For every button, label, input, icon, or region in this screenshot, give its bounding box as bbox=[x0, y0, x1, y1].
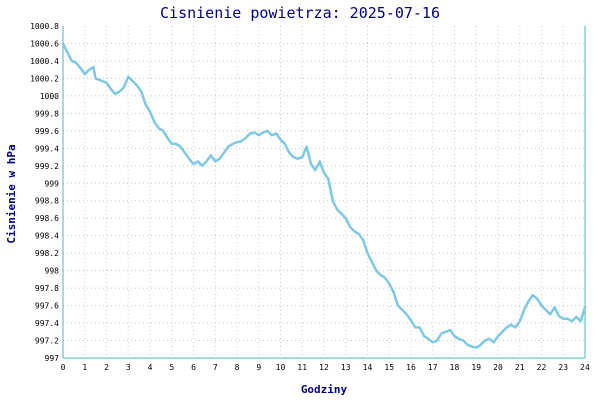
y-tick-label: 1000 bbox=[40, 92, 59, 101]
y-tick-label: 998 bbox=[45, 267, 60, 276]
x-tick-label: 19 bbox=[471, 363, 481, 372]
y-tick-label: 1000.2 bbox=[30, 74, 59, 83]
y-tick-label: 997.2 bbox=[35, 337, 59, 346]
x-tick-label: 1 bbox=[82, 363, 87, 372]
y-tick-label: 998.4 bbox=[35, 232, 59, 241]
x-tick-labels: 0 1 2 3 4 5 6 7 8 9 10 11 12 13 14 15 16 17 18 19 20 21 22 23 24 bbox=[61, 363, 590, 372]
y-tick-label: 999.6 bbox=[35, 127, 59, 136]
y-tick-label: 1000.8 bbox=[30, 22, 59, 31]
x-tick-label: 6 bbox=[191, 363, 196, 372]
y-tick-label: 998.6 bbox=[35, 214, 59, 223]
grid bbox=[63, 26, 585, 358]
x-tick-label: 16 bbox=[406, 363, 416, 372]
x-tick-label: 11 bbox=[297, 363, 307, 372]
y-tick-label: 999 bbox=[45, 179, 60, 188]
y-tick-label: 998.8 bbox=[35, 197, 59, 206]
x-tick-label: 14 bbox=[363, 363, 373, 372]
axes bbox=[62, 26, 586, 359]
y-tick-labels: 997 997.2 997.4 997.6 997.8 998 998.2 998.4 998.… bbox=[30, 22, 59, 363]
y-tick-label: 997 bbox=[45, 354, 60, 363]
x-tick-label: 9 bbox=[256, 363, 261, 372]
y-tick-label: 999.2 bbox=[35, 162, 59, 171]
x-tick-label: 21 bbox=[515, 363, 525, 372]
chart-title: Cisnienie powietrza: 2025-07-16 bbox=[160, 4, 440, 22]
y-tick-label: 999.4 bbox=[35, 144, 59, 153]
x-tick-label: 2 bbox=[104, 363, 109, 372]
x-tick-label: 3 bbox=[126, 363, 131, 372]
x-tick-label: 4 bbox=[148, 363, 153, 372]
x-tick-label: 17 bbox=[428, 363, 438, 372]
y-tick-label: 1000.4 bbox=[30, 57, 59, 66]
y-tick-label: 997.8 bbox=[35, 284, 59, 293]
pressure-series-line bbox=[61, 42, 587, 349]
x-tick-label: 8 bbox=[235, 363, 240, 372]
x-axis-label: Godziny bbox=[301, 383, 348, 396]
x-tick-label: 24 bbox=[580, 363, 590, 372]
y-axis-label: Cisnienie w hPa bbox=[5, 144, 18, 243]
x-tick-label: 7 bbox=[213, 363, 218, 372]
x-tick-label: 20 bbox=[493, 363, 503, 372]
y-tick-label: 1000.6 bbox=[30, 39, 59, 48]
y-tick-label: 997.4 bbox=[35, 319, 59, 328]
y-tick-label: 999.8 bbox=[35, 109, 59, 118]
x-tick-label: 5 bbox=[169, 363, 174, 372]
x-tick-label: 0 bbox=[61, 363, 66, 372]
x-tick-label: 10 bbox=[276, 363, 286, 372]
x-tick-label: 22 bbox=[537, 363, 547, 372]
x-tick-label: 13 bbox=[341, 363, 351, 372]
x-tick-label: 23 bbox=[558, 363, 568, 372]
y-tick-label: 997.6 bbox=[35, 302, 59, 311]
x-tick-label: 18 bbox=[450, 363, 460, 372]
x-tick-label: 15 bbox=[384, 363, 394, 372]
y-tick-label: 998.2 bbox=[35, 249, 59, 258]
x-tick-label: 12 bbox=[319, 363, 329, 372]
